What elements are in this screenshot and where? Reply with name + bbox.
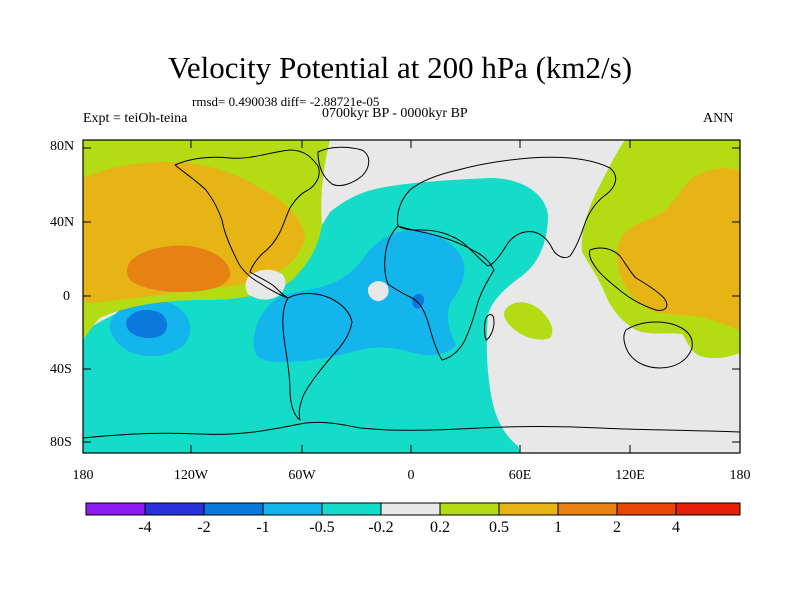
- colorbar-swatch: [381, 503, 440, 515]
- madagascar-coastline: [484, 314, 495, 341]
- colorbar-swatch: [499, 503, 558, 515]
- north-america-coastline: [174, 149, 320, 299]
- colorbar-swatch: [263, 503, 322, 515]
- y-tick-label: 80S: [50, 435, 72, 450]
- contour-field: [83, 140, 740, 453]
- map-title: Velocity Potential at 200 hPa (km2/s): [167, 50, 633, 85]
- contour-region-neg-0.5: [253, 230, 465, 362]
- y-tick-label: 0: [63, 289, 70, 304]
- africa-coastline: [384, 225, 495, 361]
- y-tick-label: 40N: [50, 215, 75, 230]
- x-tick-label: 60E: [508, 468, 532, 483]
- contour-region-pos-0.5: [617, 168, 740, 330]
- contour-region-neg-1: [412, 293, 424, 309]
- australia-coastline: [623, 321, 693, 369]
- colorbar-swatch: [145, 503, 204, 515]
- x-tick-label: 180: [729, 468, 751, 483]
- season-label: ANN: [703, 111, 734, 126]
- colorbar-label: -0.2: [368, 519, 394, 536]
- stats-label: rmsd= 0.490038 diff= -2.88721e-05: [192, 94, 380, 109]
- europe-asia-coastline: [397, 156, 617, 267]
- greenland-coastline: [317, 146, 370, 187]
- colorbar-label: -4: [138, 519, 152, 536]
- southeast-asia-coastline: [589, 247, 668, 311]
- colorbar-label: -0.5: [309, 519, 335, 536]
- neutral-region: [367, 281, 389, 302]
- period-label: 0700kyr BP - 0000kyr BP: [322, 106, 468, 121]
- colorbar-swatch: [558, 503, 617, 515]
- colorbar-label: 1: [554, 519, 562, 536]
- x-tick-label: 180: [72, 468, 94, 483]
- contour-region-pos-0.2: [504, 302, 553, 340]
- colorbar-frame: [85, 502, 741, 516]
- contour-region-neg-1: [126, 309, 168, 339]
- colorbar-swatch: [617, 503, 676, 515]
- contour-region-pos-1: [127, 245, 231, 292]
- colorbar-label: -1: [256, 519, 270, 536]
- x-tick-label: 120E: [615, 468, 645, 483]
- colorbar-swatch: [322, 503, 381, 515]
- axis-ticks: [83, 140, 740, 453]
- colorbar-label: 0.5: [489, 519, 509, 536]
- colorbar-label: 4: [672, 519, 680, 536]
- y-tick-label: 40S: [50, 362, 72, 377]
- x-tick-label: 0: [407, 468, 415, 483]
- coastlines: [83, 146, 740, 439]
- colorbar-label: -2: [197, 519, 211, 536]
- colorbar-swatch: [86, 503, 145, 515]
- colorbar: [85, 502, 741, 516]
- x-tick-label: 60W: [288, 468, 316, 483]
- colorbar-swatch: [204, 503, 263, 515]
- antarctica-coastline: [83, 421, 740, 439]
- colorbar-swatch: [676, 503, 740, 515]
- y-tick-label: 80N: [50, 139, 75, 154]
- experiment-label: Expt = teiOh-teina: [83, 111, 188, 126]
- colorbar-swatch: [440, 503, 499, 515]
- x-tick-label: 120W: [173, 468, 209, 483]
- colorbar-label: 2: [613, 519, 621, 536]
- south-america-coastline: [282, 293, 353, 421]
- colorbar-label: 0.2: [430, 519, 450, 536]
